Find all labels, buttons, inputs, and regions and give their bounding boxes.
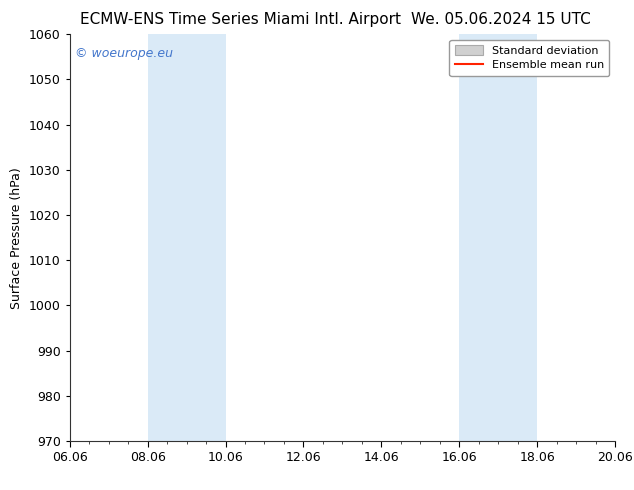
Bar [459,34,537,441]
Text: We. 05.06.2024 15 UTC: We. 05.06.2024 15 UTC [411,12,591,27]
Text: ECMW-ENS Time Series Miami Intl. Airport: ECMW-ENS Time Series Miami Intl. Airport [81,12,401,27]
Legend: Standard deviation, Ensemble mean run: Standard deviation, Ensemble mean run [450,40,609,76]
Bar [148,34,226,441]
Y-axis label: Surface Pressure (hPa): Surface Pressure (hPa) [10,167,23,309]
Text: © woeurope.eu: © woeurope.eu [75,47,173,59]
